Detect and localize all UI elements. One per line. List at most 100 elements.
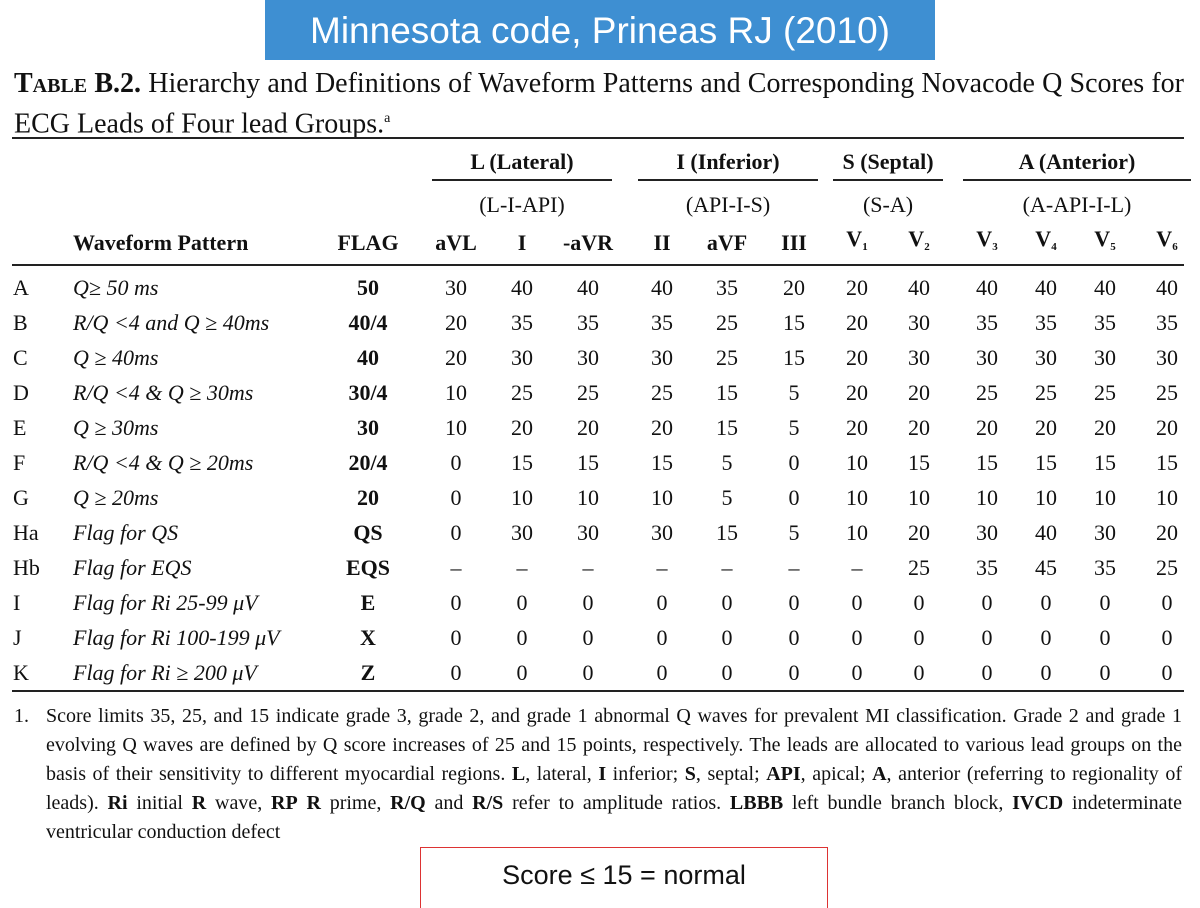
title-note: a <box>384 111 391 126</box>
pattern: R/Q <4 and Q ≥ 40ms <box>73 310 270 335</box>
lead-sub: 6 <box>1172 241 1178 253</box>
flag: 40/4 <box>348 310 388 335</box>
score: 10 <box>445 380 467 405</box>
score: – <box>516 555 528 580</box>
pattern: Q ≥ 20ms <box>73 485 159 510</box>
score: 15 <box>976 450 998 475</box>
score: 0 <box>450 660 462 685</box>
group-name: S (Septal) <box>842 149 934 174</box>
lead-header: aVL <box>435 230 477 256</box>
score: 30 <box>1035 345 1057 370</box>
score: 30 <box>1094 520 1116 545</box>
flag: X <box>360 625 376 650</box>
score: 40 <box>1094 275 1116 300</box>
footnote-text: Ri <box>107 792 128 814</box>
score: 40 <box>1156 275 1178 300</box>
score: 20 <box>846 275 868 300</box>
score: 15 <box>908 450 930 475</box>
row-label: C <box>13 345 28 370</box>
score: 40 <box>1035 275 1057 300</box>
score: 20 <box>1035 415 1057 440</box>
lead-name: II <box>653 230 671 255</box>
score: 10 <box>1156 485 1178 510</box>
footnote-number: 1. <box>14 705 29 727</box>
score: 40 <box>1035 520 1057 545</box>
score: 0 <box>981 660 993 685</box>
group-name: I (Inferior) <box>676 149 780 174</box>
score: 0 <box>851 590 863 615</box>
pattern: Flag for EQS <box>73 555 192 580</box>
score: 15 <box>1035 450 1057 475</box>
row-label: I <box>13 590 21 615</box>
footnote-text: prime, <box>320 792 391 814</box>
score: 0 <box>656 590 668 615</box>
group-leads: (L-I-API) <box>479 192 565 217</box>
score: 15 <box>783 310 805 335</box>
score: 0 <box>721 590 733 615</box>
footnote-text: R <box>306 792 321 814</box>
score: – <box>788 555 800 580</box>
score: 0 <box>1161 625 1173 650</box>
score: 10 <box>976 485 998 510</box>
footnote-text: S <box>684 763 696 785</box>
group-underline <box>432 179 612 181</box>
flag: Z <box>360 660 376 685</box>
bottom-rule <box>12 690 1184 692</box>
score: 35 <box>511 310 533 335</box>
score: – <box>656 555 668 580</box>
score: 0 <box>1099 625 1111 650</box>
flag: QS <box>353 520 383 545</box>
group-leads: (A-API-I-L) <box>1022 192 1132 217</box>
score: 20 <box>976 415 998 440</box>
lead-header: aVF <box>707 230 747 256</box>
lead-name: V <box>976 226 993 251</box>
lead-sub: 4 <box>1051 241 1057 253</box>
score: 20 <box>445 345 467 370</box>
flag: 50 <box>357 275 379 300</box>
top-rule <box>12 137 1184 139</box>
score: 0 <box>1040 590 1052 615</box>
flag: E <box>360 590 376 615</box>
score: 0 <box>656 660 668 685</box>
score: – <box>582 555 594 580</box>
score: 0 <box>582 660 594 685</box>
score: – <box>851 555 863 580</box>
score: 25 <box>1156 555 1178 580</box>
score: 30 <box>1094 345 1116 370</box>
footnote-text: indeterminate ventricular conduction def… <box>46 792 1182 843</box>
score: 30 <box>976 345 998 370</box>
score: 0 <box>516 590 528 615</box>
score: 0 <box>450 625 462 650</box>
score: 35 <box>651 310 673 335</box>
pattern: Q ≥ 40ms <box>73 345 159 370</box>
row-label: K <box>13 660 29 685</box>
row-label: Ha <box>13 520 39 545</box>
score: 10 <box>651 485 673 510</box>
score: 25 <box>716 345 738 370</box>
score: 0 <box>1099 660 1111 685</box>
footnote-text: LBBB <box>729 792 784 814</box>
note: Score ≤ 15 = normal <box>502 860 746 890</box>
row-label: A <box>13 275 29 300</box>
lead-header: V6 <box>1156 226 1177 260</box>
lead-header: V3 <box>976 226 997 260</box>
score: 30 <box>577 345 599 370</box>
flag: 20 <box>357 485 379 510</box>
score: 25 <box>1156 380 1178 405</box>
row-label: E <box>13 415 27 440</box>
score: 0 <box>450 590 462 615</box>
lead-name: V <box>846 226 863 251</box>
footnote-text: Score limits 35, 25, and 15 indicate gra… <box>46 705 1182 785</box>
score: 0 <box>788 485 800 510</box>
score: 0 <box>656 625 668 650</box>
score: 0 <box>788 625 800 650</box>
score: 20 <box>1094 415 1116 440</box>
score: 35 <box>716 275 738 300</box>
footnote-text: inferior; <box>606 763 685 785</box>
flag: 30/4 <box>348 380 388 405</box>
footnote-text: I <box>598 763 607 785</box>
score: 0 <box>913 625 925 650</box>
score: 20 <box>445 310 467 335</box>
group-underline <box>963 179 1191 181</box>
footnote-text: L <box>511 763 526 785</box>
